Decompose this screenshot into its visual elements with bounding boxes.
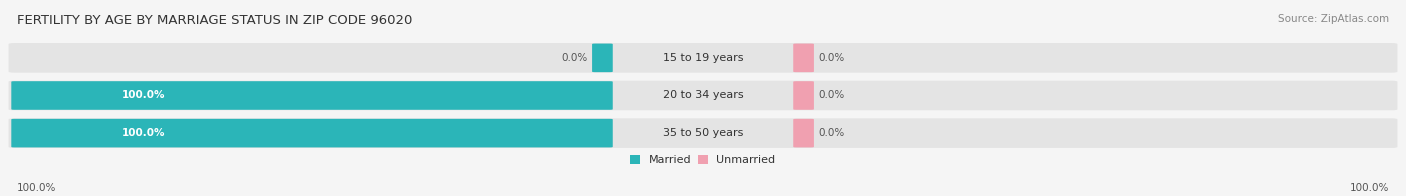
Text: 100.0%: 100.0%	[1350, 183, 1389, 193]
FancyBboxPatch shape	[8, 43, 1398, 73]
Text: 0.0%: 0.0%	[562, 53, 588, 63]
Text: 100.0%: 100.0%	[121, 128, 165, 138]
FancyBboxPatch shape	[793, 81, 814, 110]
Text: Source: ZipAtlas.com: Source: ZipAtlas.com	[1278, 14, 1389, 24]
Text: FERTILITY BY AGE BY MARRIAGE STATUS IN ZIP CODE 96020: FERTILITY BY AGE BY MARRIAGE STATUS IN Z…	[17, 14, 412, 27]
Text: 100.0%: 100.0%	[121, 91, 165, 101]
FancyBboxPatch shape	[793, 119, 814, 147]
FancyBboxPatch shape	[793, 44, 814, 72]
Text: 0.0%: 0.0%	[818, 91, 844, 101]
FancyBboxPatch shape	[8, 81, 1398, 110]
FancyBboxPatch shape	[592, 44, 613, 72]
Legend: Married, Unmarried: Married, Unmarried	[630, 155, 776, 165]
FancyBboxPatch shape	[8, 118, 1398, 148]
FancyBboxPatch shape	[11, 81, 613, 110]
Text: 0.0%: 0.0%	[818, 53, 844, 63]
Text: 15 to 19 years: 15 to 19 years	[662, 53, 744, 63]
Text: 100.0%: 100.0%	[17, 183, 56, 193]
Text: 35 to 50 years: 35 to 50 years	[662, 128, 744, 138]
FancyBboxPatch shape	[11, 119, 613, 147]
Text: 0.0%: 0.0%	[818, 128, 844, 138]
Text: 20 to 34 years: 20 to 34 years	[662, 91, 744, 101]
